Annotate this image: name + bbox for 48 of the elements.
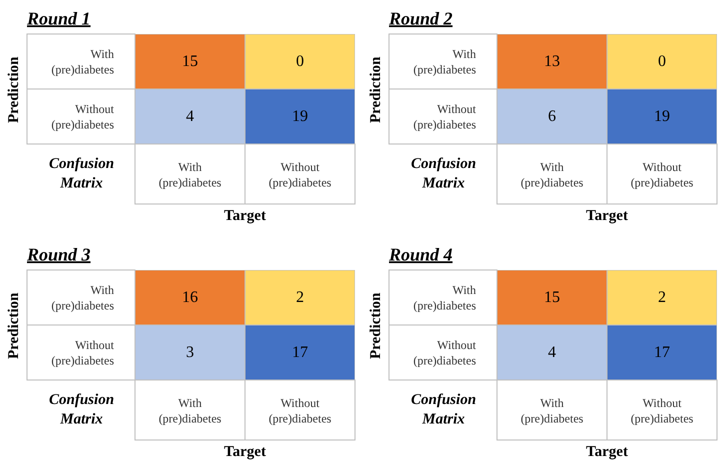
y-axis-title: Prediction <box>6 56 22 123</box>
data-label: 17 <box>654 344 670 361</box>
chart-title: Round 3 <box>26 244 91 264</box>
data-label: 4 <box>548 344 556 361</box>
text: Confusion Matrix <box>49 392 114 428</box>
y-axis-title: Prediction <box>368 56 384 123</box>
x-tick-label: Without (pre)diabetes <box>268 396 332 426</box>
text: Confusion Matrix <box>49 156 114 192</box>
y-tick-label: With (pre)diabetes <box>51 282 114 312</box>
data-label: 17 <box>292 344 308 361</box>
y-tick-label: With (pre)diabetes <box>413 282 476 312</box>
y-axis-title: Prediction <box>6 292 22 359</box>
x-tick-label: Without (pre)diabetes <box>630 396 694 426</box>
data-label: 19 <box>654 108 670 125</box>
x-tick-label: With (pre)diabetes <box>520 396 584 426</box>
x-axis-title: Target <box>586 208 628 224</box>
data-label: 2 <box>658 289 666 306</box>
chart-title: Round 4 <box>388 244 453 264</box>
data-label: 4 <box>186 108 194 125</box>
data-label: 2 <box>296 289 304 306</box>
y-tick-label: With (pre)diabetes <box>413 46 476 76</box>
x-tick-label: With (pre)diabetes <box>520 160 584 190</box>
chart-title: Round 1 <box>26 8 91 28</box>
data-label: 15 <box>182 53 198 70</box>
data-label: 16 <box>182 289 198 306</box>
x-tick-label: Without (pre)diabetes <box>630 160 694 190</box>
data-label: 6 <box>548 108 556 125</box>
data-label: 0 <box>296 53 304 70</box>
data-label: 13 <box>544 53 560 70</box>
x-tick-label: With (pre)diabetes <box>158 160 222 190</box>
text: Confusion Matrix <box>411 392 476 428</box>
data-label: 19 <box>292 108 308 125</box>
y-tick-label: Without (pre)diabetes <box>51 102 115 132</box>
x-axis-title: Target <box>224 208 266 224</box>
text: Confusion Matrix <box>411 156 476 192</box>
x-axis-title: Target <box>586 444 628 460</box>
x-tick-label: With (pre)diabetes <box>158 396 222 426</box>
y-tick-label: Without (pre)diabetes <box>413 338 477 368</box>
data-label: 3 <box>186 344 194 361</box>
data-label: 0 <box>658 53 666 70</box>
y-tick-label: Without (pre)diabetes <box>413 102 477 132</box>
x-tick-label: Without (pre)diabetes <box>268 160 332 190</box>
data-label: 15 <box>544 289 560 306</box>
x-axis-title: Target <box>224 444 266 460</box>
chart-title: Round 2 <box>388 8 453 28</box>
y-tick-label: Without (pre)diabetes <box>51 338 115 368</box>
y-tick-label: With (pre)diabetes <box>51 46 114 76</box>
y-axis-title: Prediction <box>368 292 384 359</box>
